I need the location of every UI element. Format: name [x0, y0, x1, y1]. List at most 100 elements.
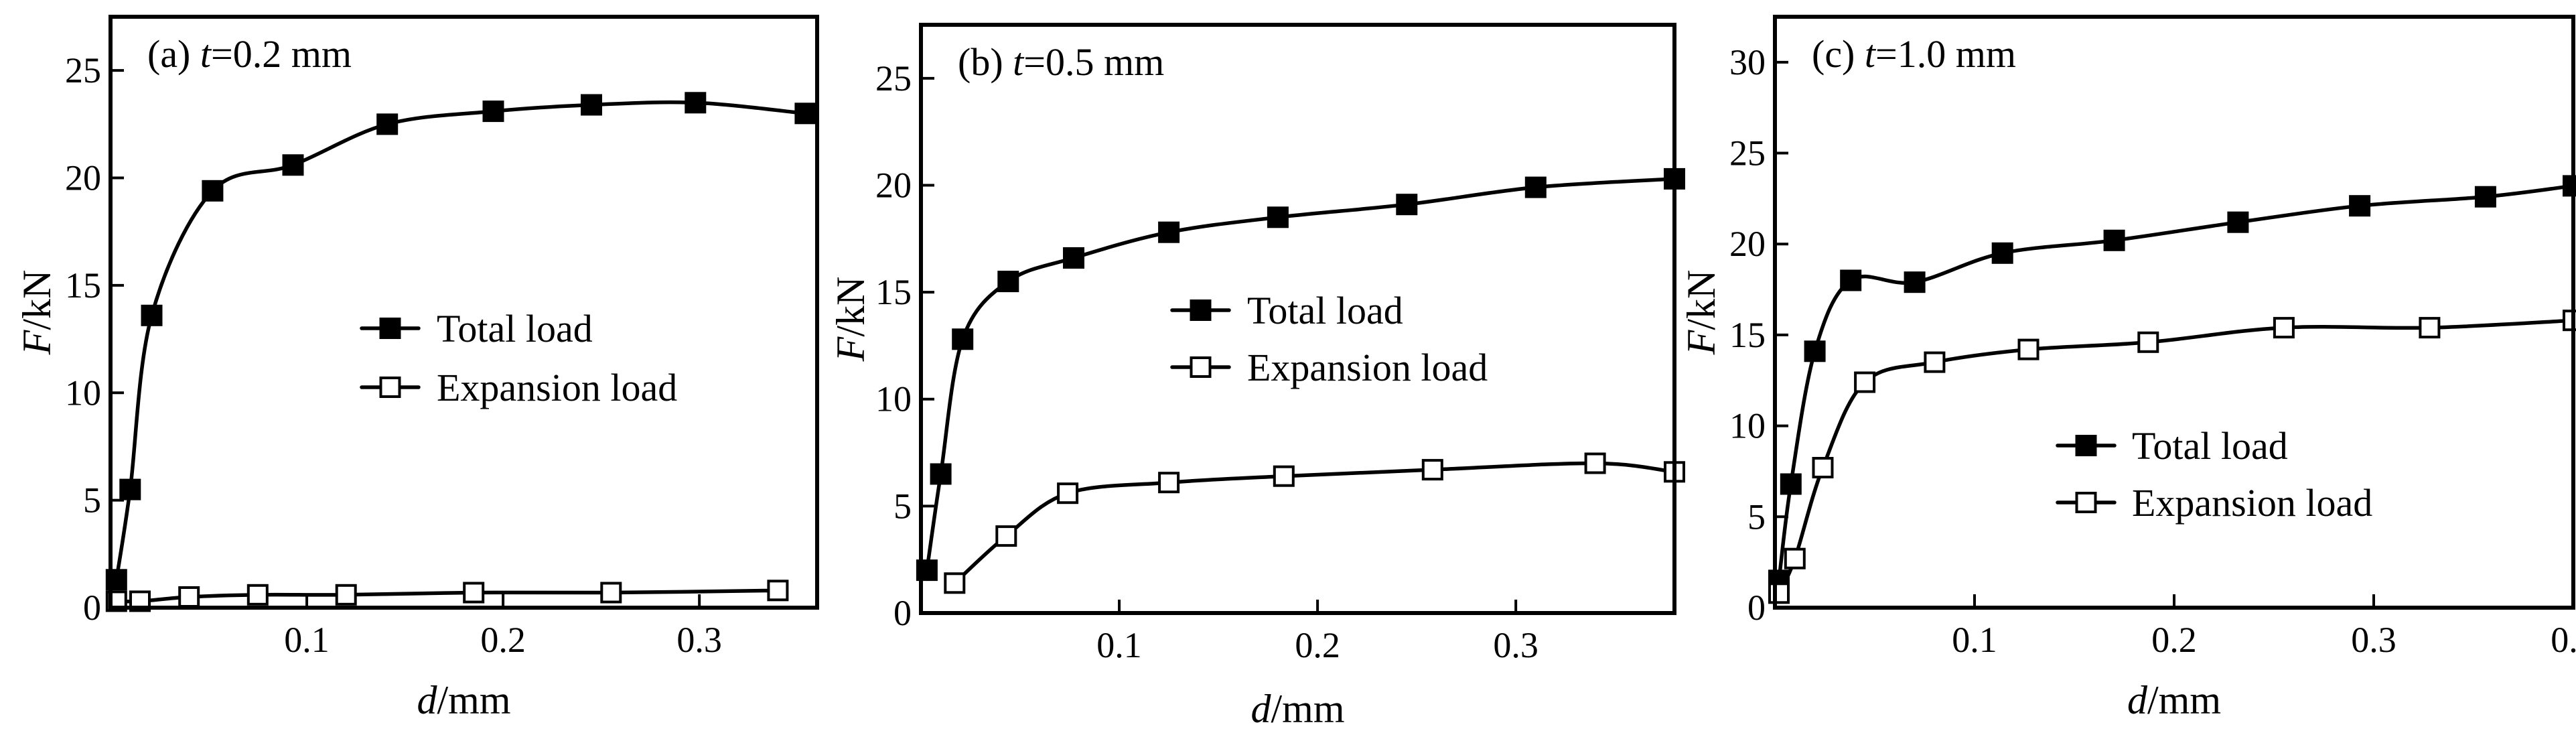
y-axis-label: F/kN: [829, 277, 873, 362]
data-point-expansion-load: [1854, 371, 1876, 393]
y-tick-label: 10: [65, 373, 101, 413]
y-tick-label: 0: [893, 593, 912, 633]
legend-marker: [379, 377, 401, 398]
data-point-expansion-load: [944, 572, 966, 594]
data-point-expansion-load: [2273, 317, 2295, 339]
legend-entry: Total load: [2056, 424, 2288, 468]
data-point-total-load: [202, 180, 224, 202]
series-line-expansion-load: [952, 461, 1674, 586]
data-point-total-load: [930, 463, 952, 485]
y-tick-label: 30: [1729, 42, 1766, 82]
data-point-total-load: [581, 94, 602, 116]
y-tick-label: 20: [875, 165, 912, 205]
x-axis-label: d/mm: [2127, 678, 2221, 722]
y-tick-label: 25: [1729, 133, 1766, 174]
panel-title: (c) t=1.0 mm: [1812, 32, 2016, 76]
x-tick-label: 0.1: [1096, 625, 1142, 665]
x-tick-label: 0.1: [284, 620, 330, 660]
y-tick-label: 10: [1729, 406, 1766, 446]
y-tick-label: 20: [1729, 224, 1766, 264]
data-point-expansion-load: [2017, 338, 2040, 360]
legend-marker: [1190, 356, 1212, 378]
legend-entry: Expansion load: [1170, 346, 1488, 389]
data-point-total-load: [1524, 176, 1547, 198]
legend-marker: [1190, 299, 1212, 321]
plot-frame: [919, 23, 1676, 615]
data-point-total-load: [1840, 269, 1862, 291]
data-point-expansion-load: [1768, 582, 1790, 604]
data-point-expansion-load: [995, 525, 1017, 547]
data-point-expansion-load: [335, 584, 357, 606]
data-point-total-load: [685, 92, 707, 114]
legend-label: Total load: [1247, 289, 1403, 332]
x-tick-label: 0.2: [2151, 620, 2197, 660]
data-point-expansion-load: [1273, 465, 1295, 487]
data-point-total-load: [952, 328, 974, 350]
series-line-expansion-load: [115, 588, 780, 604]
y-tick-label: 25: [65, 50, 101, 90]
data-point-expansion-load: [1924, 351, 1946, 373]
data-point-expansion-load: [1584, 452, 1606, 474]
y-tick-label: 5: [83, 480, 101, 521]
y-tick-label: 15: [65, 265, 101, 306]
legend-label: Total load: [2132, 424, 2288, 468]
data-point-total-load: [376, 113, 399, 135]
y-tick-label: 25: [875, 58, 912, 98]
plot-frame: [109, 15, 819, 610]
data-point-total-load: [282, 154, 304, 176]
data-point-total-load: [141, 304, 163, 326]
legend-label: Expansion load: [1247, 346, 1488, 389]
legend-label: Expansion load: [437, 366, 677, 409]
data-point-total-load: [1267, 206, 1289, 228]
data-point-total-load: [1158, 221, 1180, 243]
data-point-total-load: [2103, 229, 2125, 251]
data-point-total-load: [997, 271, 1019, 293]
x-tick-label: 0.2: [1295, 625, 1340, 665]
series-line-total-load: [115, 100, 808, 582]
y-tick-label: 0: [1747, 588, 1766, 628]
panel-b: 0 5 10 15 20 25 0.1 0.2 0.3 Total load Expansion l…: [829, 23, 1685, 731]
data-point-total-load: [119, 478, 141, 500]
legend-marker: [2075, 492, 2097, 513]
data-point-expansion-load: [1158, 472, 1180, 494]
y-tick-label: 20: [65, 158, 101, 198]
y-tick-label: 5: [1747, 496, 1766, 537]
panel-a: 0 5 10 15 20 25 0.1 0.2 0.3 Total load Expansion l…: [15, 15, 819, 722]
data-point-expansion-load: [1057, 482, 1079, 504]
data-point-total-load: [1396, 194, 1418, 216]
y-tick-label: 15: [1729, 315, 1766, 355]
data-point-expansion-load: [600, 582, 622, 604]
data-point-total-load: [1063, 247, 1084, 269]
data-point-expansion-load: [246, 584, 269, 606]
data-point-total-load: [2474, 186, 2496, 208]
x-axis-label: d/mm: [417, 678, 510, 722]
x-tick-label: 0.1: [1952, 620, 1997, 660]
y-axis-label: F/kN: [15, 270, 59, 356]
series-line-total-load: [925, 177, 1674, 572]
data-point-expansion-load: [767, 580, 789, 602]
legend-marker: [2075, 435, 2097, 456]
data-point-total-load: [482, 100, 504, 123]
data-point-total-load: [2227, 211, 2249, 233]
x-tick-label: 0.3: [1493, 625, 1539, 665]
data-point-total-load: [2349, 195, 2371, 217]
y-tick-label: 0: [83, 588, 101, 628]
data-point-total-load: [1904, 271, 1926, 293]
legend-entry: Total load: [1170, 289, 1403, 332]
panel-title: (a) t=0.2 mm: [147, 32, 352, 76]
legend-label: Total load: [437, 307, 593, 350]
x-tick-label: 0.4: [2551, 620, 2576, 660]
plot-frame: [1773, 15, 2575, 610]
data-point-expansion-load: [1812, 457, 1834, 478]
y-axis-label: F/kN: [1679, 270, 1723, 356]
data-point-expansion-load: [2419, 317, 2441, 339]
data-point-expansion-load: [1784, 547, 1806, 569]
legend-label: Expansion load: [2132, 481, 2372, 525]
legend-marker: [379, 318, 401, 339]
x-tick-label: 0.3: [2351, 620, 2396, 660]
legend-entry: Expansion load: [2056, 481, 2372, 525]
data-point-total-load: [794, 103, 816, 125]
data-point-total-load: [1780, 473, 1802, 495]
panel-title: (b) t=0.5 mm: [958, 40, 1164, 84]
